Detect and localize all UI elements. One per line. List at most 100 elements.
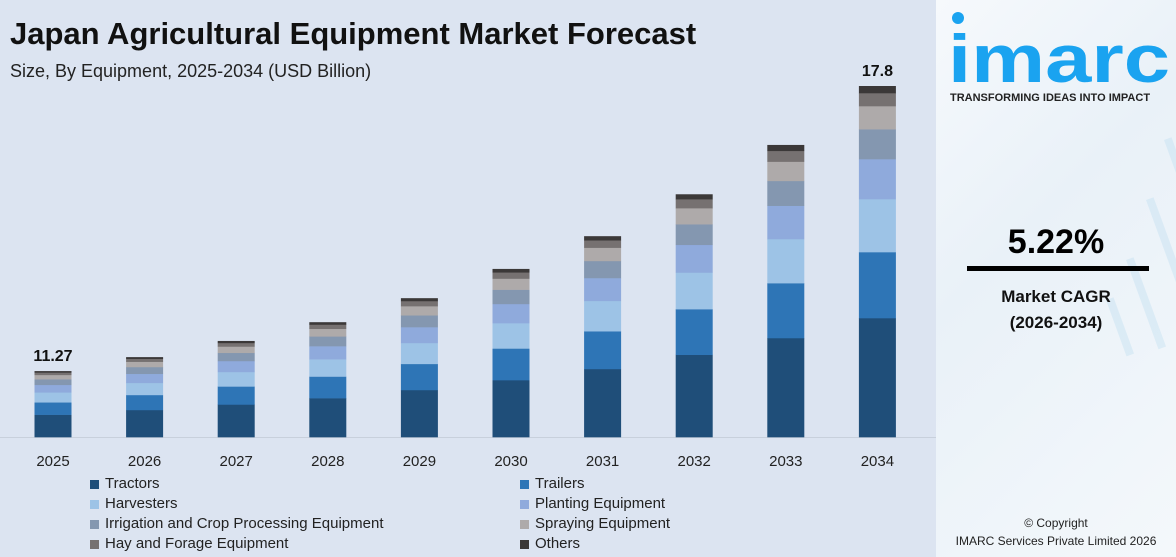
- chart-panel: Japan Agricultural Equipment Market Fore…: [0, 16, 936, 553]
- bar-segment-trailers: [217, 386, 255, 405]
- bar-segment-irrigation-and-crop-processing-equipment: [217, 352, 255, 362]
- bar-segment-others: [34, 371, 72, 373]
- bar-segment-tractors: [675, 354, 713, 438]
- copyright-symbol: © Copyright: [1024, 516, 1088, 530]
- company-name: IMARC Services Private Limited 2026: [955, 534, 1157, 548]
- bar-segment-planting-equipment: [492, 303, 530, 324]
- bar-segment-tractors: [309, 398, 347, 438]
- bar-segment-planting-equipment: [584, 277, 622, 302]
- bar-segment-spraying-equipment: [34, 374, 72, 380]
- bar-segment-trailers: [492, 348, 530, 381]
- bar-segment-irrigation-and-crop-processing-equipment: [675, 224, 713, 246]
- bar-segment-tractors: [126, 409, 164, 438]
- copyright: © Copyright IMARC Services Private Limit…: [936, 514, 1176, 550]
- data-label: 11.27: [33, 348, 72, 365]
- cagr-label: Market CAGR (2026-2034): [936, 284, 1176, 336]
- cagr-title: Market CAGR: [1001, 287, 1111, 306]
- bar-segment-trailers: [858, 252, 896, 319]
- bar-segment-trailers: [767, 283, 805, 339]
- bar-segment-planting-equipment: [767, 205, 805, 240]
- bar-segment-tractors: [858, 318, 896, 438]
- bar-segment-tractors: [492, 380, 530, 438]
- legend-item: Irrigation and Crop Processing Equipment: [90, 515, 383, 533]
- bar-segment-irrigation-and-crop-processing-equipment: [767, 180, 805, 206]
- bar-segment-harvesters: [309, 359, 347, 377]
- imarc-logo: imarc: [948, 12, 1170, 88]
- bar-segment-irrigation-and-crop-processing-equipment: [309, 336, 347, 347]
- legend-swatch: [520, 539, 529, 549]
- bar-segment-tractors: [34, 414, 72, 438]
- legend-swatch: [90, 539, 99, 549]
- legend-item: Hay and Forage Equipment: [90, 535, 288, 553]
- bar-segment-trailers: [400, 363, 438, 391]
- bar-segment-harvesters: [767, 238, 805, 284]
- legend-label: Planting Equipment: [535, 495, 666, 512]
- bar-segment-spraying-equipment: [675, 208, 713, 225]
- legend-label: Spraying Equipment: [535, 515, 671, 532]
- chart-title: Japan Agricultural Equipment Market Fore…: [10, 16, 697, 51]
- legend-label: Irrigation and Crop Processing Equipment: [105, 515, 384, 532]
- legend-swatch: [90, 519, 99, 529]
- bar-segment-hay-and-forage-equipment: [675, 199, 713, 209]
- bar-segment-harvesters: [34, 392, 72, 403]
- background-decoration: [1106, 137, 1176, 357]
- bar-segment-others: [584, 236, 622, 241]
- bar-segment-others: [675, 194, 713, 200]
- legend-item: Harvesters: [90, 495, 178, 513]
- data-label: 17.8: [862, 63, 893, 80]
- bar-segment-tractors: [217, 404, 255, 438]
- bar-segment-planting-equipment: [675, 244, 713, 273]
- bar-segment-hay-and-forage-equipment: [217, 342, 255, 347]
- bar-segment-others: [492, 268, 530, 273]
- legend-swatch: [520, 479, 529, 489]
- bar-segment-spraying-equipment: [217, 346, 255, 354]
- bar-segment-harvesters: [126, 382, 164, 396]
- legend-label: Others: [535, 535, 581, 552]
- bar-segment-others: [217, 340, 255, 344]
- stacked-bar-chart: 2025 11.27 2026 2027 2028 2029 2030 2031 2032 203…: [0, 63, 936, 470]
- bar-segment-hay-and-forage-equipment: [400, 300, 438, 307]
- x-tick-label: 2025: [36, 453, 69, 470]
- legend-item: Spraying Equipment: [520, 515, 670, 533]
- bar-segment-irrigation-and-crop-processing-equipment: [126, 366, 164, 375]
- legend-swatch: [520, 519, 529, 529]
- sidebar-panel: imarc TRANSFORMING IDEAS INTO IMPACT 5.2…: [936, 0, 1176, 557]
- legend-item: Others: [520, 535, 580, 553]
- legend-swatch: [90, 499, 99, 509]
- bar-segment-planting-equipment: [400, 327, 438, 344]
- bar-segment-tractors: [767, 337, 805, 438]
- legend-label: Hay and Forage Equipment: [105, 535, 289, 552]
- x-tick-label: 2031: [586, 453, 619, 470]
- legend-label: Harvesters: [105, 495, 178, 512]
- bar-segment-tractors: [400, 389, 438, 438]
- bar-segment-spraying-equipment: [858, 106, 896, 130]
- bar-segment-hay-and-forage-equipment: [34, 372, 72, 376]
- legend-label: Trailers: [535, 475, 585, 492]
- bar-segment-harvesters: [217, 371, 255, 387]
- bar-segment-others: [767, 144, 805, 152]
- bar-segment-irrigation-and-crop-processing-equipment: [492, 289, 530, 305]
- divider: [967, 266, 1149, 271]
- cagr-value: 5.22%: [1007, 223, 1105, 261]
- x-tick-label: 2032: [678, 453, 711, 470]
- bar-segment-harvesters: [858, 199, 896, 253]
- bar-segment-trailers: [309, 376, 347, 399]
- bar-segment-spraying-equipment: [767, 161, 805, 182]
- x-tick-label: 2029: [403, 453, 436, 470]
- legend-label: Tractors: [105, 475, 160, 492]
- legend-item: Planting Equipment: [520, 495, 665, 513]
- x-tick-label: 2030: [494, 453, 527, 470]
- bar-segment-planting-equipment: [309, 346, 347, 360]
- bar-segment-spraying-equipment: [492, 278, 530, 290]
- bar-segment-hay-and-forage-equipment: [767, 150, 805, 162]
- bar-segment-spraying-equipment: [400, 306, 438, 316]
- bar-segment-irrigation-and-crop-processing-equipment: [858, 129, 896, 160]
- bar-segment-planting-equipment: [126, 373, 164, 384]
- bar-segment-tractors: [584, 368, 622, 438]
- bar-segment-hay-and-forage-equipment: [126, 358, 164, 362]
- bar-segment-others: [126, 357, 164, 360]
- bar-segment-hay-and-forage-equipment: [492, 272, 530, 279]
- x-tick-label: 2026: [128, 453, 161, 470]
- bar-segment-trailers: [126, 394, 164, 411]
- bar-segment-planting-equipment: [34, 384, 72, 393]
